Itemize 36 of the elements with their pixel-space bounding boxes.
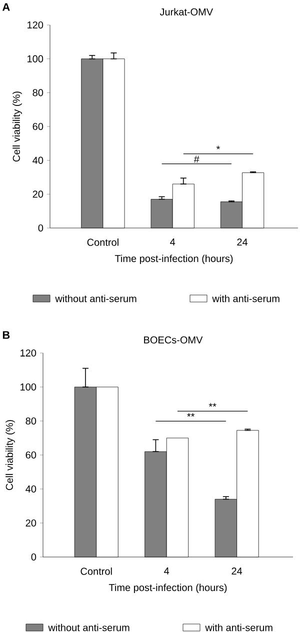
- legend-label: with anti-serum: [212, 294, 280, 302]
- y-tick-label: 20: [32, 190, 44, 198]
- text: B: [2, 331, 10, 339]
- x-tick-label: 4: [164, 568, 170, 574]
- text: A: [2, 3, 10, 11]
- y-tick-label: 120: [20, 349, 36, 357]
- y-tick-label: 80: [32, 89, 44, 96]
- y-tick-label: 20: [26, 519, 36, 527]
- chart-title: BOECs-OMV: [144, 336, 203, 344]
- y-axis-title: Cell viability (%): [12, 92, 22, 162]
- annotation: #: [194, 156, 200, 163]
- x-axis-title: Time post-infection (hours): [114, 254, 233, 264]
- y-tick-label: 0: [31, 553, 36, 561]
- y-tick-label: 60: [32, 122, 44, 130]
- y-axis-title: Cell viability (%): [6, 420, 15, 490]
- y-tick-label: 40: [26, 485, 36, 493]
- x-tick-label: 24: [232, 568, 242, 575]
- annotation: *: [216, 146, 220, 150]
- y-tick-label: 100: [20, 383, 36, 391]
- y-tick-label: 100: [28, 55, 44, 62]
- y-tick-label: 60: [26, 451, 36, 459]
- legend-label: without anti-serum: [48, 624, 130, 632]
- x-axis-title: Time post-infection (hours): [108, 584, 227, 594]
- x-tick-label: Control: [87, 238, 118, 246]
- annotation: **: [208, 403, 216, 407]
- y-tick-label: 40: [32, 156, 44, 164]
- legend-label: without anti-serum: [55, 294, 136, 302]
- legend-label: with anti-serum: [205, 624, 272, 632]
- chart-title: Jurkat-OMV: [160, 8, 214, 16]
- x-tick-label: Control: [80, 568, 112, 575]
- x-tick-label: 4: [170, 238, 176, 246]
- y-tick-label: 120: [28, 21, 44, 29]
- y-tick-label: 0: [38, 224, 44, 232]
- y-tick-label: 80: [26, 417, 36, 425]
- annotation: **: [187, 413, 195, 417]
- x-tick-label: 24: [237, 238, 248, 246]
